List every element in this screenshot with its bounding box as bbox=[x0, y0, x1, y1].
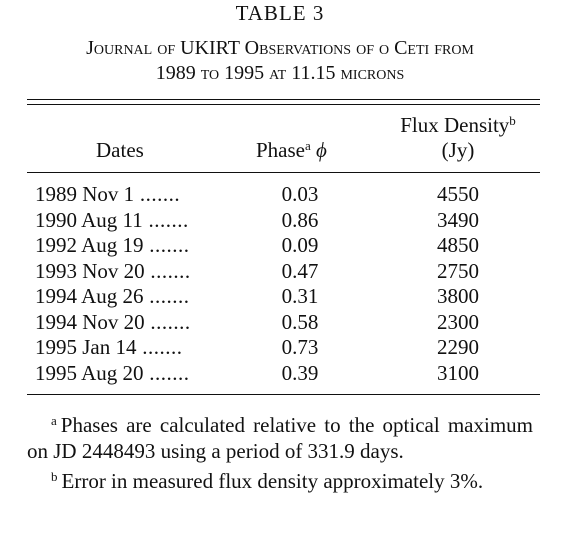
note-mark: a bbox=[305, 138, 311, 153]
note-mark: b bbox=[509, 113, 516, 128]
date-cell: 1994 Aug 26 bbox=[35, 284, 190, 309]
flux-cell: 2290 bbox=[437, 335, 479, 359]
footnote: b Error in measured flux density approxim… bbox=[27, 464, 533, 495]
flux-cell: 3490 bbox=[437, 207, 479, 232]
flux-cell: 2750 bbox=[437, 258, 479, 283]
flux-cell: 2300 bbox=[437, 309, 479, 334]
header-flux: Flux Densityb bbox=[378, 113, 538, 138]
header-phase: Phasea ϕ bbox=[256, 138, 327, 163]
date-cell: 1994 Nov 20 bbox=[35, 310, 191, 335]
note-mark: b bbox=[51, 469, 58, 484]
rule bbox=[27, 99, 540, 100]
phase-cell: 0.31 bbox=[281, 284, 319, 308]
phase-cell: 0.09 bbox=[281, 233, 319, 257]
phase-symbol: ϕ bbox=[316, 138, 327, 162]
header-flux-text: Flux Density bbox=[400, 113, 510, 137]
phase-cell: 0.86 bbox=[281, 207, 319, 232]
phase-cell: 0.73 bbox=[281, 335, 319, 359]
header-dates: Dates bbox=[96, 138, 144, 162]
date-cell: 1995 Aug 20 bbox=[35, 361, 190, 386]
caption-line: Journal of UKIRT Observations of o Ceti … bbox=[86, 37, 474, 59]
rule bbox=[27, 172, 540, 173]
phase-cell: 0.39 bbox=[281, 360, 319, 385]
caption-line: 1989 to 1995 at 11.15 microns bbox=[155, 62, 405, 84]
phase-cell: 0.58 bbox=[281, 309, 319, 334]
date-cell: 1995 Jan 14 bbox=[35, 335, 183, 360]
flux-cell: 3100 bbox=[437, 360, 479, 385]
date-cell: 1990 Aug 11 bbox=[35, 208, 189, 233]
footnote-text: Phases are calculated relative to the op… bbox=[27, 413, 533, 463]
rule bbox=[27, 104, 540, 105]
phase-cell: 0.47 bbox=[281, 258, 319, 283]
note-mark: a bbox=[51, 413, 57, 428]
date-cell: 1993 Nov 20 bbox=[35, 259, 191, 284]
date-cell: 1989 Nov 1 bbox=[35, 182, 180, 207]
flux-cell: 4550 bbox=[437, 182, 479, 206]
date-cell: 1992 Aug 19 bbox=[35, 233, 190, 258]
flux-cell: 3800 bbox=[437, 284, 479, 308]
footnote: a Phases are calculated relative to the o… bbox=[27, 408, 533, 464]
footnote-text: Error in measured flux density approxima… bbox=[61, 469, 484, 493]
phase-cell: 0.03 bbox=[281, 182, 319, 206]
header-unit: (Jy) bbox=[441, 138, 475, 162]
flux-cell: 4850 bbox=[437, 233, 479, 257]
rule bbox=[27, 394, 540, 395]
header-phase-text: Phase bbox=[256, 138, 305, 162]
table-title: TABLE 3 bbox=[235, 1, 325, 25]
